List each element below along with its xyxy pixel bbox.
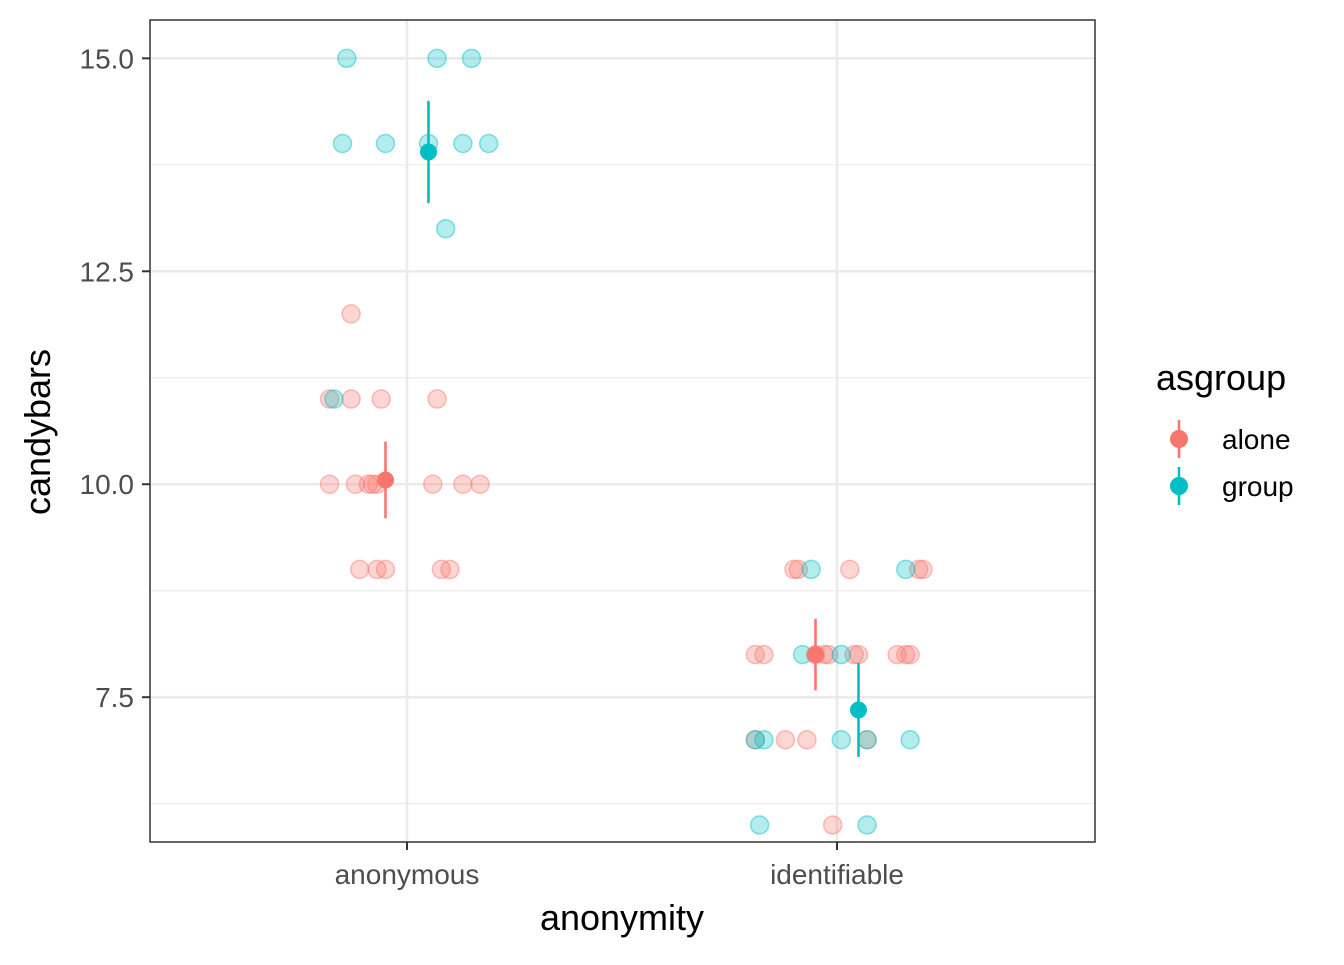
data-point-group (332, 133, 353, 154)
mean-point-group (850, 701, 867, 719)
data-point-group (857, 730, 877, 750)
legend-title: asgroup (1156, 357, 1286, 398)
mean-point-group (420, 143, 437, 161)
data-point-group (427, 48, 447, 69)
data-point-alone (427, 389, 447, 409)
data-point-alone (349, 559, 370, 580)
data-point-alone (745, 730, 766, 750)
data-point-alone (371, 389, 391, 409)
y-tick-label: 12.5 (80, 256, 135, 287)
x-tick-label: identifiable (770, 859, 904, 890)
legend: asgroup alone group (1156, 357, 1294, 505)
data-point-alone (358, 474, 379, 494)
data-point-group (745, 730, 766, 750)
data-point-group (900, 730, 920, 750)
data-point-group (749, 815, 770, 835)
x-tick-label: anonymous (335, 859, 480, 890)
grid (150, 20, 1095, 842)
data-point-alone (900, 644, 920, 665)
data-point-group (478, 133, 499, 154)
data-point-alone (797, 730, 817, 750)
data-point-alone (822, 815, 843, 835)
data-point-alone (775, 730, 796, 750)
data-point-alone (908, 559, 929, 580)
data-point-alone (848, 644, 869, 665)
data-point-alone (440, 559, 460, 580)
data-point-alone (423, 474, 443, 494)
data-point-alone (788, 559, 809, 580)
data-point-group (754, 730, 774, 750)
data-point-group (461, 48, 482, 69)
data-point-alone (784, 559, 804, 580)
data-point-alone (319, 389, 340, 409)
y-tick-label: 15.0 (80, 43, 135, 74)
data-point-alone (367, 559, 387, 580)
data-point-alone (896, 644, 916, 665)
data-point-alone (470, 474, 490, 494)
mean-summaries (377, 100, 867, 757)
data-point-alone (319, 474, 340, 494)
legend-key-point-group (1170, 477, 1188, 495)
data-point-group (375, 133, 396, 154)
y-tick-label: 7.5 (95, 682, 134, 713)
data-point-alone (887, 644, 907, 665)
data-point-alone (345, 474, 366, 494)
data-point-group (435, 218, 456, 239)
data-point-alone (913, 559, 933, 580)
data-point-alone (375, 559, 396, 580)
data-point-alone (754, 644, 774, 665)
data-point-group (324, 389, 344, 409)
panel-border (149, 19, 1096, 843)
data-point-alone (840, 559, 860, 580)
data-point-alone (844, 644, 864, 665)
data-point-alone (341, 304, 361, 324)
mean-point-alone (377, 471, 394, 489)
mean-point-alone (807, 646, 824, 664)
y-tick-label: 10.0 (80, 469, 135, 500)
data-point-group (801, 559, 821, 580)
data-point-group (896, 559, 916, 580)
data-point-group (453, 133, 473, 154)
raw-points (319, 48, 933, 835)
data-point-alone (341, 389, 361, 409)
legend-key-point-alone (1170, 430, 1188, 448)
data-point-alone (745, 644, 766, 665)
data-point-group (831, 730, 852, 750)
data-point-alone (453, 474, 473, 494)
x-axis-title: anonymity (540, 897, 704, 938)
legend-label-group: group (1222, 471, 1294, 502)
data-point-group (831, 644, 852, 665)
legend-label-alone: alone (1222, 424, 1291, 455)
data-point-group (337, 48, 357, 69)
data-point-alone (431, 559, 452, 580)
axes: 7.5 10.0 12.5 15.0 anonymous identifiable (80, 43, 904, 890)
y-axis-title: candybars (17, 349, 58, 515)
data-point-group (857, 815, 877, 835)
